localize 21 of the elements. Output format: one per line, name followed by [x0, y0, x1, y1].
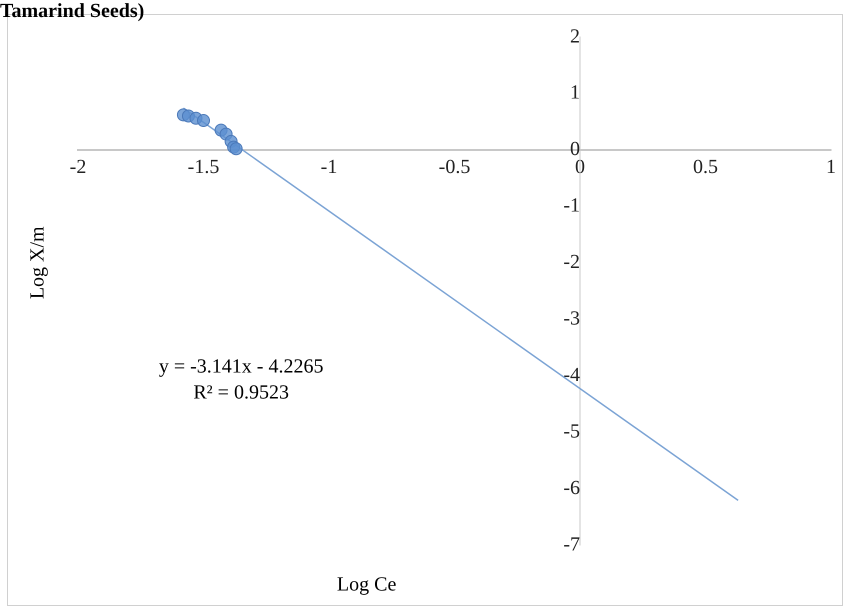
x-tick-label: -1	[320, 156, 338, 178]
x-axis-title: Log Ce	[336, 573, 396, 596]
y-tick-label: -1	[563, 194, 580, 217]
y-tick-label: -4	[563, 364, 580, 386]
y-tick-label: 2	[570, 25, 580, 48]
x-tick-label: -1.5	[188, 156, 220, 178]
annotation: R² = 0.9523	[193, 381, 289, 404]
y-tick-label: 1	[570, 82, 580, 104]
x-tick-label: 1	[826, 156, 836, 178]
y-tick-label: 0	[570, 138, 580, 160]
chart-title: Tamarind Seeds)	[0, 0, 144, 23]
y-tick-label: -7	[563, 533, 580, 556]
y-tick-label: -3	[563, 307, 580, 330]
x-tick-label: -0.5	[438, 156, 470, 178]
x-tick-label: -2	[70, 156, 86, 178]
y-tick-label: -5	[563, 420, 580, 442]
x-tick-label: 0.5	[693, 156, 718, 178]
y-tick-label: -6	[563, 476, 580, 499]
y-tick-label: -2	[563, 251, 580, 274]
y-axis-title: Log X/m	[26, 226, 48, 300]
annotation: y = -3.141x - 4.2265	[158, 355, 324, 378]
